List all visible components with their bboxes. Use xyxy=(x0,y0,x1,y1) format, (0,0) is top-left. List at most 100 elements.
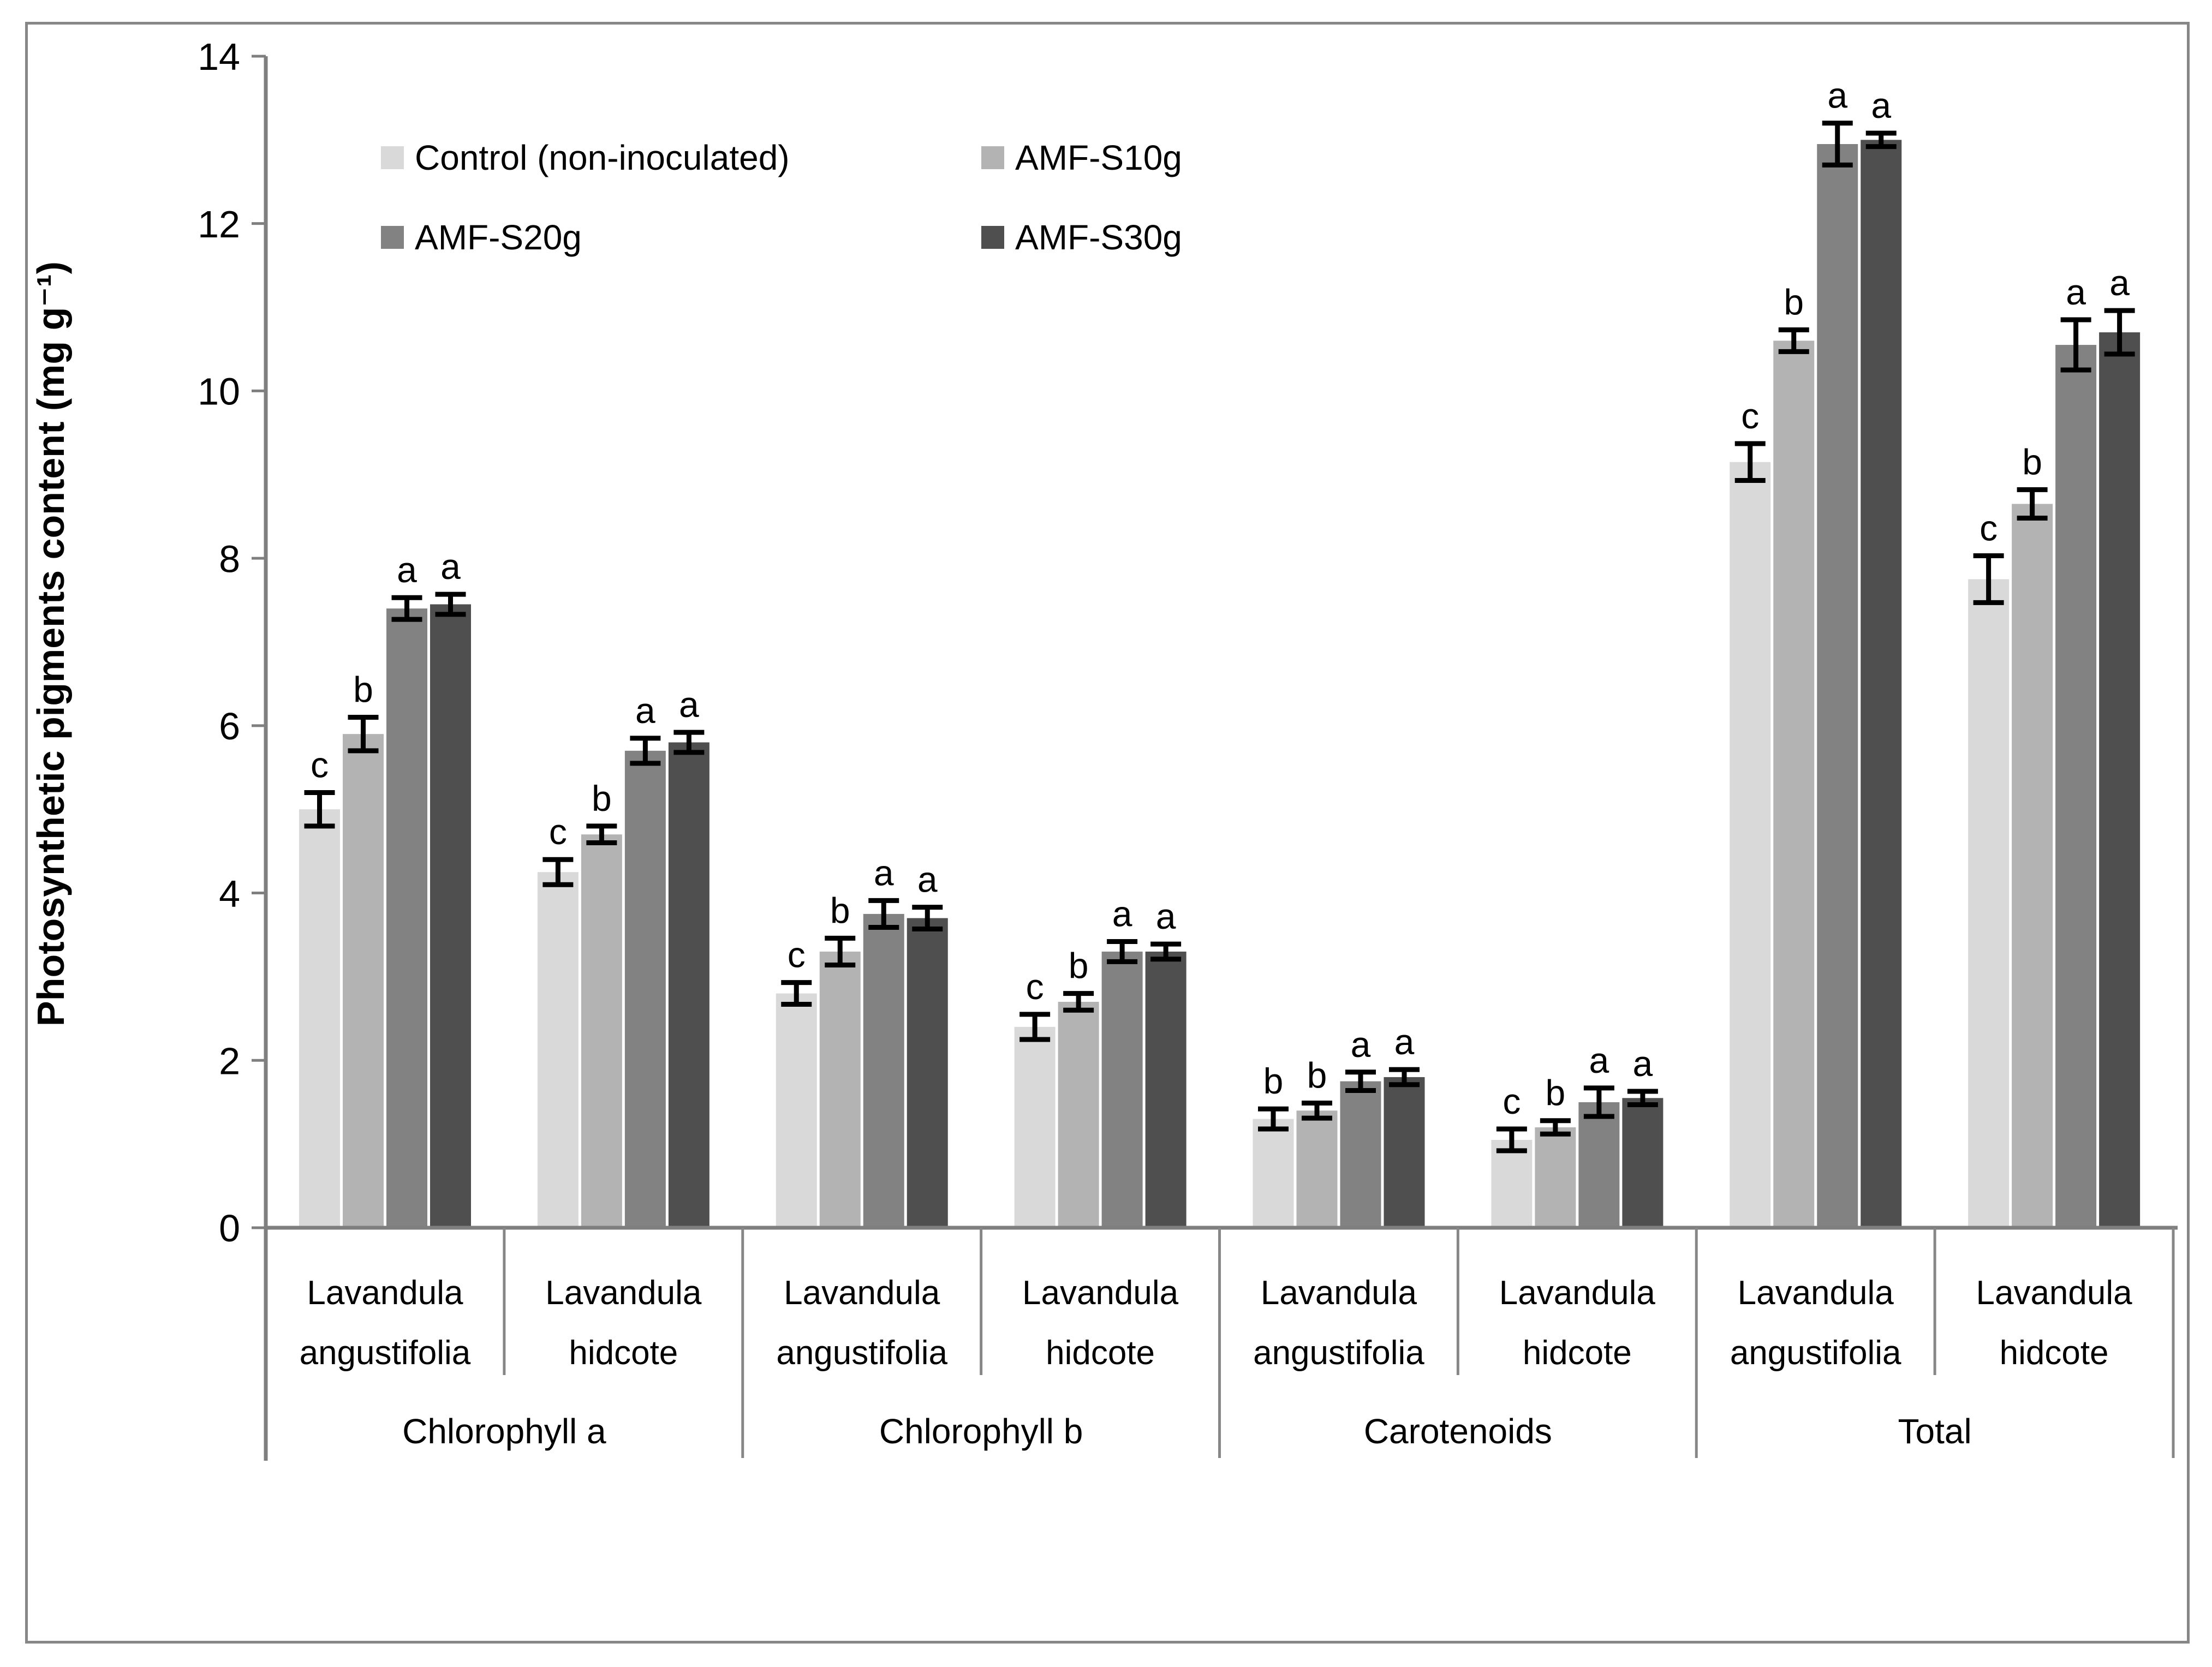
species-label-line2: hidcote xyxy=(1523,1334,1632,1372)
species-label-line2: hidcote xyxy=(2000,1334,2109,1372)
species-label-line2: hidcote xyxy=(569,1334,678,1372)
bar-amf-s10g xyxy=(1773,340,1815,1228)
bar-amf-s30g xyxy=(2099,332,2141,1228)
y-tick-label: 0 xyxy=(219,1207,240,1250)
bar-amf-s20g xyxy=(1101,951,1143,1228)
legend-item-amf-s30g: AMF-S30g xyxy=(981,217,1182,258)
significance-letter: a xyxy=(679,684,699,725)
species-label-line1: Lavandula xyxy=(1738,1274,1894,1312)
significance-letter: a xyxy=(1871,85,1891,126)
significance-letter: a xyxy=(635,690,655,731)
bar-control-non-inoculated- xyxy=(537,872,579,1228)
legend-label-amf-s30g: AMF-S30g xyxy=(1015,218,1182,257)
significance-letter: c xyxy=(1980,508,1998,548)
species-label-line1: Lavandula xyxy=(1499,1274,1656,1312)
significance-letter: a xyxy=(1156,896,1176,936)
y-tick-label: 10 xyxy=(198,371,240,413)
significance-letter: c xyxy=(311,745,329,785)
legend-label-control: Control (non-inoculated) xyxy=(415,138,790,177)
species-label-line1: Lavandula xyxy=(1261,1274,1417,1312)
legend-label-amf-s10g: AMF-S10g xyxy=(1015,138,1182,177)
y-tick-label: 4 xyxy=(219,873,240,915)
pigment-group-label: Carotenoids xyxy=(1364,1412,1552,1451)
bar-amf-s20g xyxy=(1340,1081,1381,1228)
legend-swatch-amf-s10g-icon xyxy=(981,146,1004,169)
significance-letter: a xyxy=(1112,894,1132,934)
legend-item-amf-s10g: AMF-S10g xyxy=(981,138,1182,178)
significance-letter: a xyxy=(2066,272,2086,312)
y-tick-label: 6 xyxy=(219,705,240,748)
bar-amf-s20g xyxy=(624,750,666,1228)
significance-letter: a xyxy=(2109,262,2130,303)
bar-amf-s10g xyxy=(1535,1127,1576,1228)
bar-amf-s30g xyxy=(1384,1077,1425,1228)
bar-amf-s10g xyxy=(581,834,622,1228)
significance-letter: b xyxy=(1069,946,1089,986)
bar-amf-s30g xyxy=(1622,1098,1664,1228)
significance-letter: a xyxy=(917,859,938,900)
significance-letter: a xyxy=(1351,1024,1371,1065)
species-label-line1: Lavandula xyxy=(1022,1274,1179,1312)
bar-control-non-inoculated- xyxy=(1253,1119,1294,1228)
pigment-group-label: Total xyxy=(1898,1412,1972,1451)
species-label-line1: Lavandula xyxy=(545,1274,702,1312)
legend-item-amf-s20g: AMF-S20g xyxy=(381,217,582,258)
significance-letter: a xyxy=(440,546,461,587)
bar-amf-s20g xyxy=(2055,345,2097,1228)
y-tick-label: 8 xyxy=(219,537,240,580)
bar-amf-s20g xyxy=(1817,144,1858,1228)
pigment-group-label: Chlorophyll b xyxy=(879,1412,1083,1451)
significance-letter: b xyxy=(353,670,373,710)
bar-control-non-inoculated- xyxy=(299,809,340,1228)
significance-letter: c xyxy=(788,935,806,975)
bar-amf-s10g xyxy=(819,951,861,1228)
legend-label-amf-s20g: AMF-S20g xyxy=(415,218,582,257)
significance-letter: a xyxy=(1394,1021,1415,1062)
bar-amf-s30g xyxy=(668,742,709,1228)
species-label-line2: angustifolia xyxy=(1730,1334,1901,1372)
species-label-line2: hidcote xyxy=(1046,1334,1155,1372)
significance-letter: b xyxy=(830,890,850,930)
bar-amf-s30g xyxy=(907,918,948,1228)
bar-control-non-inoculated- xyxy=(1730,462,1771,1228)
legend-swatch-amf-s30g-icon xyxy=(981,226,1004,249)
significance-letter: b xyxy=(1784,282,1804,322)
bar-amf-s20g xyxy=(1578,1102,1620,1228)
bar-amf-s20g xyxy=(863,913,904,1228)
significance-letter: c xyxy=(1026,966,1044,1007)
legend-item-control: Control (non-inoculated) xyxy=(381,138,790,178)
species-label-line2: angustifolia xyxy=(300,1334,471,1372)
legend-swatch-control-icon xyxy=(381,146,404,169)
bar-amf-s30g xyxy=(430,604,471,1228)
significance-letter: c xyxy=(1741,396,1759,436)
bar-control-non-inoculated- xyxy=(1491,1139,1533,1228)
bar-amf-s10g xyxy=(1058,1001,1099,1228)
bar-amf-s10g xyxy=(343,734,384,1228)
legend-swatch-amf-s20g-icon xyxy=(381,226,404,249)
species-label-line1: Lavandula xyxy=(784,1274,940,1312)
species-label-line2: angustifolia xyxy=(776,1334,947,1372)
bar-amf-s20g xyxy=(386,608,427,1228)
significance-letter: a xyxy=(1633,1043,1653,1084)
bar-amf-s30g xyxy=(1861,140,1902,1228)
significance-letter: b xyxy=(1307,1055,1327,1095)
significance-letter: b xyxy=(592,778,612,818)
significance-letter: b xyxy=(1263,1061,1284,1101)
species-label-line2: angustifolia xyxy=(1253,1334,1424,1372)
significance-letter: a xyxy=(1827,75,1847,116)
significance-letter: c xyxy=(1503,1081,1521,1121)
bar-control-non-inoculated- xyxy=(1968,579,2010,1228)
species-label-line1: Lavandula xyxy=(1976,1274,2132,1312)
significance-letter: a xyxy=(1589,1040,1609,1080)
bar-control-non-inoculated- xyxy=(776,993,817,1228)
y-axis-title: Photosynthetic pigments content (mg g⁻¹) xyxy=(29,261,72,1026)
significance-letter: a xyxy=(397,549,417,590)
y-tick-label: 2 xyxy=(219,1039,240,1082)
significance-letter: b xyxy=(1546,1073,1566,1113)
y-tick-label: 14 xyxy=(198,35,240,78)
bar-control-non-inoculated- xyxy=(1014,1026,1056,1228)
significance-letter: b xyxy=(2022,441,2042,482)
species-label-line1: Lavandula xyxy=(307,1274,463,1312)
